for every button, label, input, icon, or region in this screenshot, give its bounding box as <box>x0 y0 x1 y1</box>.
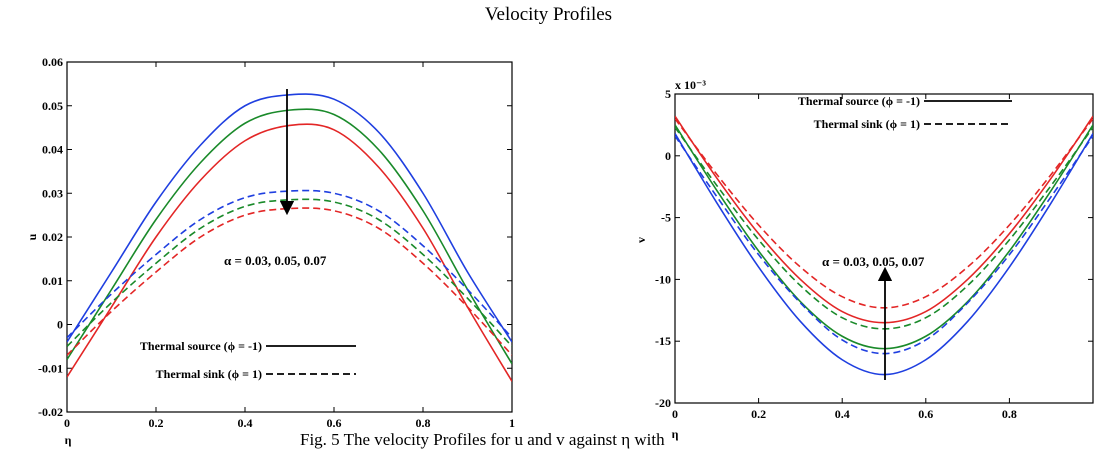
x-tick-label: 0.2 <box>751 407 766 421</box>
series-line-solid-alpha-003 <box>675 133 1093 376</box>
y-tick-label: -15 <box>655 334 671 348</box>
y-tick-label: 0.06 <box>42 55 63 69</box>
y-tick-label: 0.03 <box>42 186 63 200</box>
legend-label: Thermal source (ϕ = -1) <box>140 339 262 353</box>
legend-label: Thermal sink (ϕ = 1) <box>156 367 262 381</box>
alpha-annotation: α = 0.03, 0.05, 0.07 <box>224 253 327 268</box>
legend-label: Thermal sink (ϕ = 1) <box>814 117 920 131</box>
y-tick-label: 0 <box>57 318 63 332</box>
x-tick-label: 0.4 <box>835 407 850 421</box>
x-tick-label: 0.8 <box>416 416 431 430</box>
x-tick-label: 0.6 <box>918 407 933 421</box>
x-axis-label: η <box>65 433 72 447</box>
axis-multiplier: x 10⁻³ <box>675 78 706 92</box>
series-line-solid-alpha-007 <box>675 115 1093 324</box>
series-line-dashed-alpha-005 <box>67 198 512 347</box>
y-tick-label: 5 <box>665 87 671 101</box>
alpha-annotation: α = 0.03, 0.05, 0.07 <box>822 254 925 269</box>
series-line-dashed-alpha-005 <box>675 126 1093 330</box>
y-tick-label: 0.02 <box>42 230 63 244</box>
x-tick-label: 0 <box>64 416 70 430</box>
series-line-dashed-alpha-007 <box>67 207 512 356</box>
y-axis-label: v <box>634 237 648 243</box>
legend-label: Thermal source (ϕ = -1) <box>798 94 920 108</box>
v-velocity-chart: 0 0.2 0.4 0.6 0.8 -20 -15 -10 -5 0 5 v η x 10⁻³ Therma… <box>634 78 1094 441</box>
plot-frame <box>674 93 1094 404</box>
series-line-dashed-alpha-007 <box>675 118 1093 309</box>
y-tick-label: 0.01 <box>42 274 63 288</box>
y-tick-label: 0.04 <box>42 143 63 157</box>
series-line-solid-alpha-005 <box>675 124 1093 350</box>
y-tick-label: -5 <box>661 211 671 225</box>
x-tick-label: 0.8 <box>1002 407 1017 421</box>
y-tick-label: -10 <box>655 272 671 286</box>
x-tick-label: 0 <box>672 407 678 421</box>
y-tick-label: -20 <box>655 396 671 410</box>
series-line-solid-alpha-007 <box>67 123 512 382</box>
x-tick-label: 1 <box>509 416 515 430</box>
series-line-solid-alpha-005 <box>67 108 512 365</box>
series-line-solid-alpha-003 <box>67 93 512 343</box>
series-line-dashed-alpha-003 <box>675 135 1093 355</box>
page-title: Velocity Profiles <box>484 4 613 25</box>
x-axis-label: η <box>672 427 679 441</box>
y-tick-label: 0.05 <box>42 99 63 113</box>
x-tick-label: 0.4 <box>238 416 253 430</box>
y-tick-label: 0 <box>665 149 671 163</box>
series-line-dashed-alpha-003 <box>67 189 512 339</box>
y-tick-label: -0.01 <box>38 361 63 375</box>
u-velocity-chart: 0 0.2 0.4 0.6 0.8 1 -0.02 -0.01 0 0.01 0.02 0.03 0.0… <box>25 55 515 447</box>
figure-caption: Fig. 5 The velocity Profiles for u and v… <box>300 430 665 449</box>
x-tick-label: 0.6 <box>327 416 342 430</box>
x-tick-label: 0.2 <box>149 416 164 430</box>
y-axis-label: u <box>25 233 39 240</box>
y-tick-label: -0.02 <box>38 405 63 419</box>
